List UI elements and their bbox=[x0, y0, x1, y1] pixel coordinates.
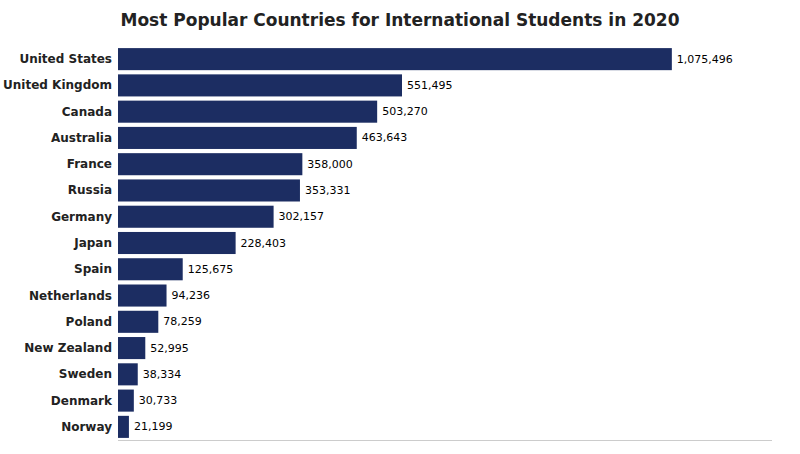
data-label: 358,000 bbox=[307, 158, 353, 171]
data-label: 78,259 bbox=[163, 315, 202, 328]
bar bbox=[118, 363, 138, 385]
y-tick-label: Norway bbox=[61, 420, 112, 434]
bar bbox=[118, 179, 300, 201]
title: Most Popular Countries for International… bbox=[120, 10, 679, 30]
x-axis-line bbox=[118, 440, 772, 441]
bar bbox=[118, 390, 134, 412]
bar bbox=[118, 311, 158, 333]
labels: 1,075,496 551,495 503,270 463,643 358,000 353… bbox=[134, 53, 733, 434]
data-label: 503,270 bbox=[382, 105, 428, 118]
data-label: 21,199 bbox=[134, 420, 173, 433]
bar bbox=[118, 232, 236, 254]
data-label: 94,236 bbox=[172, 289, 211, 302]
y-tick-label: Russia bbox=[68, 183, 112, 197]
y-tick-label: Sweden bbox=[59, 367, 112, 381]
bar bbox=[118, 285, 167, 307]
bar bbox=[118, 101, 377, 123]
y-tick-label: France bbox=[67, 157, 112, 171]
data-label: 125,675 bbox=[188, 263, 234, 276]
data-label: 1,075,496 bbox=[677, 53, 733, 66]
y-tick-label: Australia bbox=[51, 131, 112, 145]
data-label: 302,157 bbox=[279, 210, 325, 223]
data-label: 551,495 bbox=[407, 79, 453, 92]
y-tick-label: Poland bbox=[66, 315, 112, 329]
y-tick-label: New Zealand bbox=[24, 341, 112, 355]
bar bbox=[118, 416, 129, 438]
background bbox=[0, 0, 800, 454]
chart: Most Popular Countries for International… bbox=[0, 0, 800, 454]
y-tick-label: Germany bbox=[51, 210, 112, 224]
bar bbox=[118, 337, 145, 359]
y-tick-label: Netherlands bbox=[29, 289, 112, 303]
y-tick-label: Canada bbox=[62, 105, 112, 119]
y-tick-label: United Kingdom bbox=[3, 78, 112, 92]
bar bbox=[118, 74, 402, 96]
data-label: 52,995 bbox=[150, 342, 189, 355]
bar bbox=[118, 127, 357, 149]
y-tick-label: Denmark bbox=[51, 394, 113, 408]
data-label: 463,643 bbox=[362, 131, 408, 144]
y-tick-label: Spain bbox=[74, 262, 112, 276]
y-tick-label: United States bbox=[19, 52, 112, 66]
data-label: 353,331 bbox=[305, 184, 351, 197]
data-label: 30,733 bbox=[139, 394, 178, 407]
bar bbox=[118, 206, 274, 228]
bars bbox=[118, 48, 672, 438]
bar bbox=[118, 258, 183, 280]
data-label: 228,403 bbox=[241, 237, 286, 250]
bar bbox=[118, 48, 672, 70]
y-tick-label: Japan bbox=[73, 236, 112, 250]
data-label: 38,334 bbox=[143, 368, 182, 381]
bar bbox=[118, 153, 302, 175]
